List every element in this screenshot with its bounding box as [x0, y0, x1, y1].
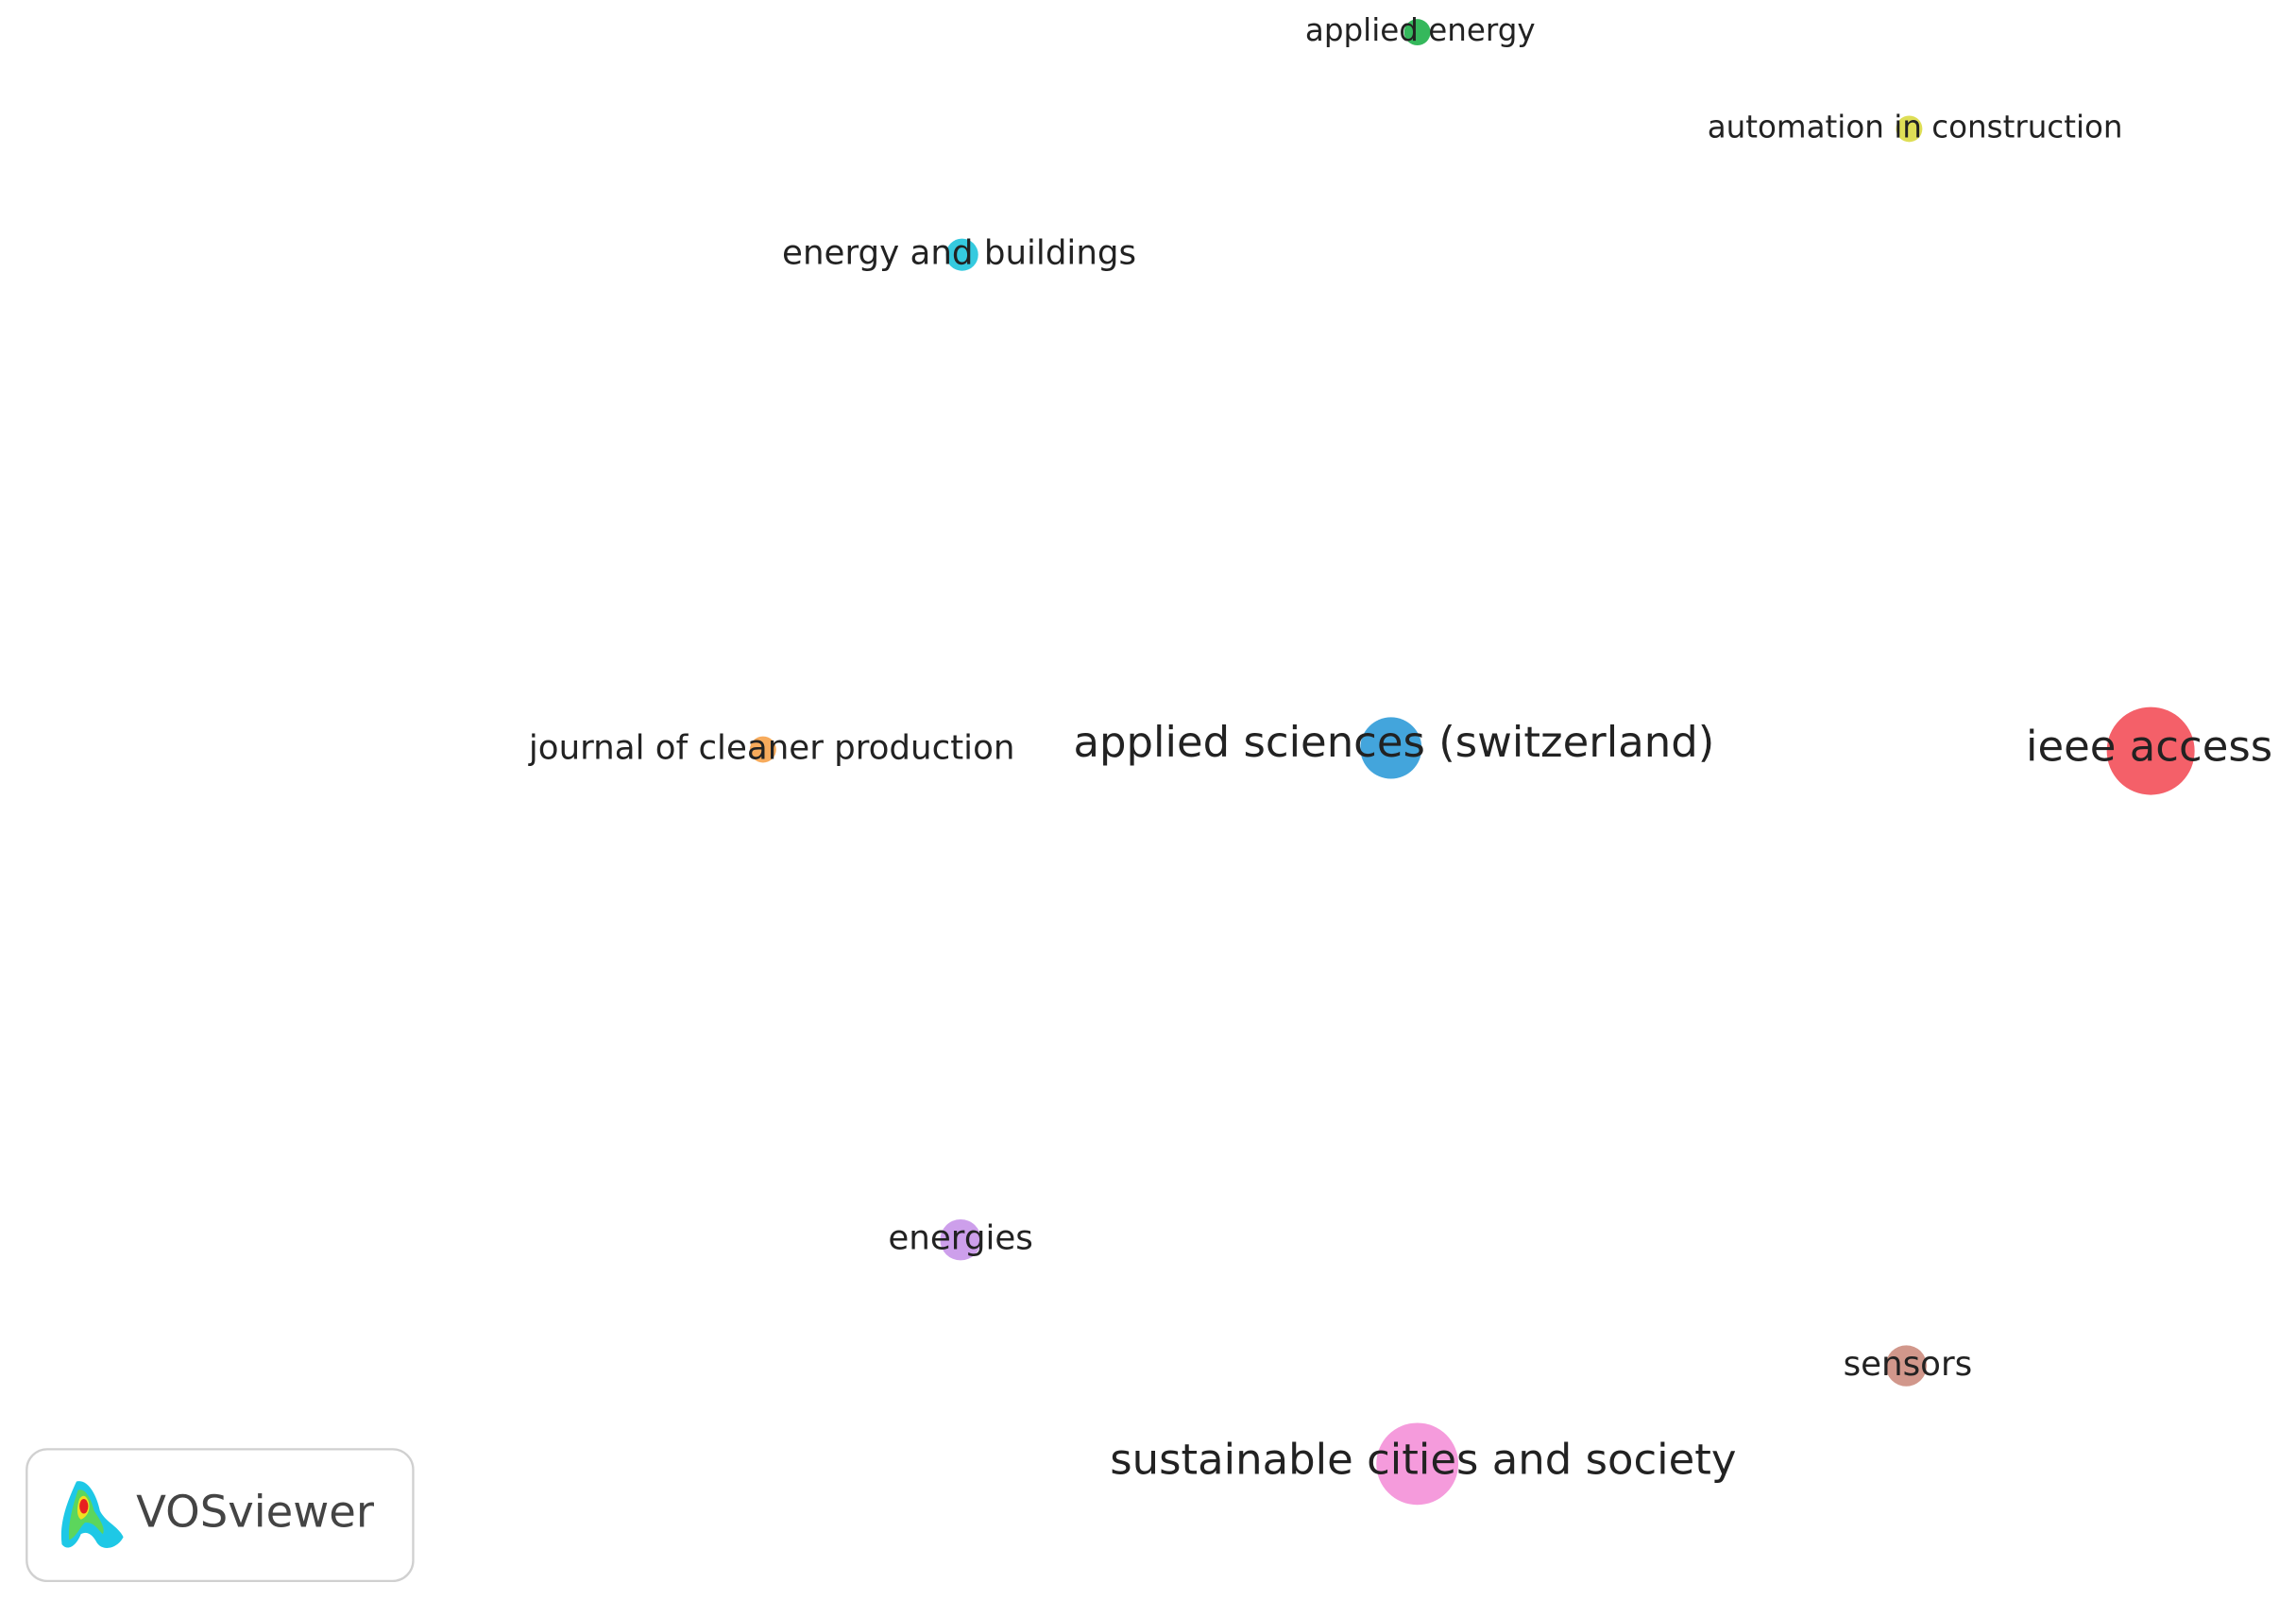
- node[interactable]: [1403, 19, 1431, 46]
- logo-shape: [79, 1499, 89, 1514]
- node[interactable]: [1885, 1345, 1928, 1387]
- node-label[interactable]: sustainable cities and society: [1110, 1434, 1736, 1484]
- logo-icon: [60, 1481, 124, 1548]
- logo-box: [26, 1448, 415, 1583]
- logo: VOSviewer: [26, 1448, 415, 1583]
- node-label[interactable]: energies: [888, 1219, 1032, 1258]
- node-label[interactable]: applied sciences (switzerland): [1073, 717, 1714, 767]
- node-label[interactable]: ieee access: [2026, 722, 2272, 772]
- node-label[interactable]: applied energy: [1305, 12, 1536, 48]
- node[interactable]: [1896, 115, 1923, 143]
- node[interactable]: [1360, 717, 1422, 779]
- node[interactable]: [945, 238, 978, 271]
- node-label[interactable]: journal of cleaner production: [528, 729, 1015, 768]
- node-label[interactable]: automation in construction: [1708, 109, 2123, 145]
- node[interactable]: [940, 1219, 981, 1261]
- node-label[interactable]: energy and buildings: [782, 234, 1136, 273]
- node-label[interactable]: sensors: [1844, 1345, 1973, 1384]
- node[interactable]: [749, 736, 776, 763]
- node[interactable]: [2106, 706, 2195, 795]
- logo-text: VOSviewer: [136, 1487, 375, 1538]
- node[interactable]: [1376, 1422, 1459, 1506]
